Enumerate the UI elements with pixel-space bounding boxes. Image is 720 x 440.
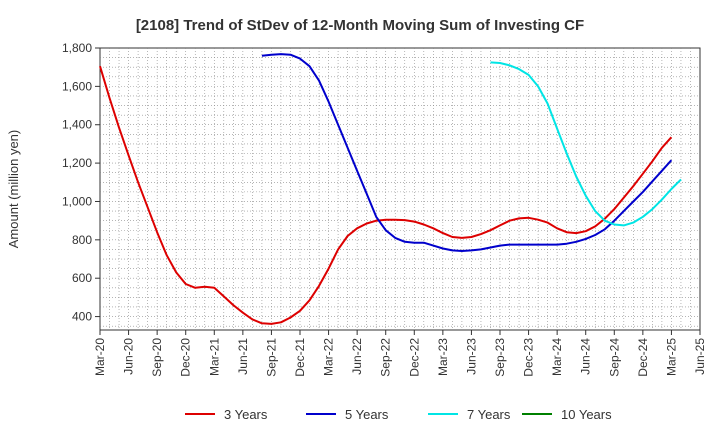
legend-label: 10 Years [561, 407, 612, 422]
grid-lines [100, 48, 700, 330]
x-tick-label: Jun-22 [350, 338, 364, 375]
y-tick-label: 1,000 [62, 194, 92, 208]
x-tick-label: Jun-24 [579, 338, 593, 375]
y-tick-label: 400 [72, 310, 92, 324]
x-tick-label: Dec-21 [293, 338, 307, 377]
x-tick-label: Sep-21 [264, 338, 278, 377]
x-tick-label: Jun-23 [464, 338, 478, 375]
y-tick-label: 1,800 [62, 41, 92, 55]
plot-border [99, 47, 701, 331]
y-tick-label: 600 [72, 271, 92, 285]
x-tick-label: Sep-24 [607, 338, 621, 377]
legend: 3 Years 5 Years 7 Years 10 Years [185, 407, 612, 422]
x-tick-label: Mar-24 [550, 338, 564, 376]
x-tick-label: Jun-25 [693, 338, 707, 375]
series-line-3-years [99, 65, 673, 325]
legend-item-10-years: 10 Years [522, 407, 612, 422]
legend-item-3-years: 3 Years [185, 407, 268, 422]
legend-label: 7 Years [467, 407, 511, 422]
x-tick-label: Dec-22 [407, 338, 421, 377]
x-tick-label: Mar-20 [93, 338, 107, 376]
y-axis-ticks: 400 600 800 1,000 1,200 1,400 1,600 1,800 [62, 41, 100, 324]
y-tick-label: 1,600 [62, 79, 92, 93]
x-tick-label: Jun-21 [236, 338, 250, 375]
x-tick-label: Sep-23 [493, 338, 507, 377]
y-tick-label: 1,400 [62, 118, 92, 132]
legend-label: 3 Years [224, 407, 268, 422]
x-tick-label: Mar-25 [664, 338, 678, 376]
x-tick-label: Mar-21 [207, 338, 221, 376]
x-tick-label: Mar-22 [322, 338, 336, 376]
legend-item-7-years: 7 Years [428, 407, 511, 422]
x-tick-label: Dec-20 [179, 338, 193, 377]
y-tick-label: 1,200 [62, 156, 92, 170]
x-tick-label: Dec-24 [636, 338, 650, 377]
x-tick-label: Sep-20 [150, 338, 164, 377]
x-tick-label: Sep-22 [379, 338, 393, 377]
plot-area [99, 47, 701, 331]
x-tick-label: Dec-23 [522, 338, 536, 377]
y-tick-label: 800 [72, 233, 92, 247]
series-line-7-years [490, 61, 682, 227]
legend-label: 5 Years [345, 407, 389, 422]
series-line-5-years [261, 53, 673, 252]
x-axis-ticks: Mar-20 Jun-20 Sep-20 Dec-20 Mar-21 Jun-21 Sep-… [93, 330, 707, 377]
series-lines [99, 53, 682, 325]
legend-item-5-years: 5 Years [306, 407, 389, 422]
chart-title: [2108] Trend of StDev of 12-Month Moving… [136, 17, 584, 34]
x-tick-label: Mar-23 [436, 338, 450, 376]
y-axis-title: Amount (million yen) [6, 130, 21, 249]
x-tick-label: Jun-20 [122, 338, 136, 375]
